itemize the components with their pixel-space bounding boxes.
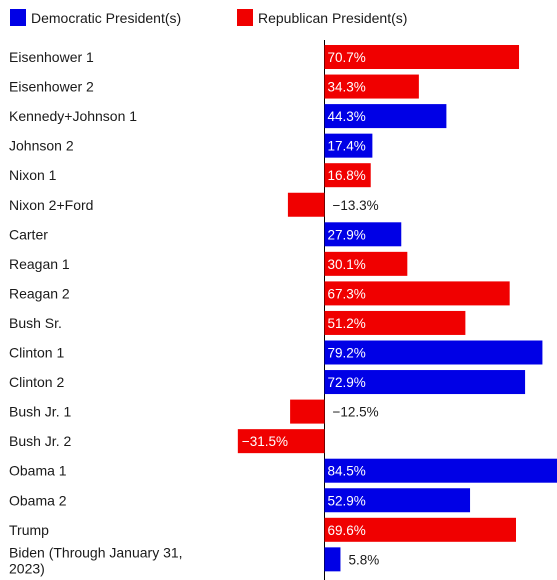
value-label-clinton-1: 79.2% (328, 346, 366, 361)
bar-bush-sr (324, 310, 466, 335)
value-label-bush-sr: 51.2% (328, 316, 366, 331)
bar-carter (324, 222, 402, 247)
category-label-trump: Trump (9, 522, 49, 538)
bar-trump (324, 517, 517, 542)
category-label-nixon-2-ford: Nixon 2+Ford (9, 197, 93, 213)
bar-reagan-2 (324, 281, 510, 306)
value-label-nixon-2-ford: −13.3% (333, 198, 379, 213)
value-label-carter: 27.9% (328, 227, 366, 242)
category-label-nixon-1: Nixon 1 (9, 167, 57, 183)
category-label-eisenhower-2: Eisenhower 2 (9, 79, 94, 95)
value-label-obama-1: 84.5% (328, 464, 366, 479)
value-labels: 70.7% 34.3% 44.3% 17.4% 16.8% −13.3% 27.9% 30.1… (242, 50, 379, 567)
bar-johnson-2 (324, 133, 373, 158)
value-label-eisenhower-1: 70.7% (328, 50, 366, 65)
value-label-biden-through-january-31-2023: 5.8% (348, 552, 379, 567)
category-label-reagan-1: Reagan 1 (9, 256, 70, 272)
bar-nixon-2-ford (287, 192, 325, 217)
category-label-obama-1: Obama 1 (9, 463, 67, 479)
bar-clinton-1 (324, 340, 543, 365)
category-label-bush-sr: Bush Sr. (9, 315, 62, 331)
category-label-clinton-2: Clinton 2 (9, 374, 64, 390)
value-label-bush-jr-2: −31.5% (242, 434, 288, 449)
bar-clinton-2 (324, 370, 526, 395)
legend-swatch-democratic-president-s (10, 9, 26, 26)
chart-legend: Democratic President(s) Republican Presid… (10, 9, 407, 26)
bar-eisenhower-2 (324, 74, 419, 99)
category-label-bush-jr-2: Bush Jr. 2 (9, 433, 71, 449)
category-label-kennedy-johnson-1: Kennedy+Johnson 1 (9, 108, 137, 124)
bar-kennedy-johnson-1 (324, 104, 447, 129)
category-label-carter: Carter (9, 226, 48, 242)
value-label-clinton-2: 72.9% (328, 375, 366, 390)
bar-obama-2 (324, 488, 471, 513)
category-label-obama-2: Obama 2 (9, 492, 67, 508)
bar-obama-1 (324, 458, 557, 483)
value-label-reagan-1: 30.1% (328, 257, 366, 272)
category-label-reagan-2: Reagan 2 (9, 285, 70, 301)
category-label-biden-through-january-31-2023: Biden (Through January 31, 2023) (9, 544, 183, 576)
value-label-obama-2: 52.9% (328, 493, 366, 508)
legend-label-democratic-president-s: Democratic President(s) (31, 10, 181, 26)
bar-bush-jr-1 (290, 399, 325, 424)
value-label-nixon-1: 16.8% (328, 168, 366, 183)
value-label-bush-jr-1: −12.5% (333, 405, 379, 420)
bar-group (237, 45, 557, 572)
category-label-clinton-1: Clinton 1 (9, 345, 64, 361)
bar-nixon-1 (324, 163, 371, 188)
value-label-trump: 69.6% (328, 523, 366, 538)
value-label-johnson-2: 17.4% (328, 139, 366, 154)
bar-eisenhower-1 (324, 45, 520, 69)
category-labels: Eisenhower 1 Eisenhower 2 Kennedy+Johnson … (9, 49, 183, 576)
legend-label-republican-president-s: Republican President(s) (258, 10, 407, 26)
legend-swatch-republican-president-s (237, 9, 253, 26)
value-label-reagan-2: 67.3% (328, 286, 366, 301)
category-label-johnson-2: Johnson 2 (9, 138, 74, 154)
value-label-eisenhower-2: 34.3% (328, 80, 366, 95)
bar-biden-through-january-31-2023 (324, 547, 341, 572)
value-label-kennedy-johnson-1: 44.3% (328, 109, 366, 124)
category-label-eisenhower-1: Eisenhower 1 (9, 49, 94, 65)
bar-bush-jr-2 (237, 429, 325, 454)
bar-reagan-1 (324, 251, 408, 276)
category-label-bush-jr-1: Bush Jr. 1 (9, 404, 71, 420)
